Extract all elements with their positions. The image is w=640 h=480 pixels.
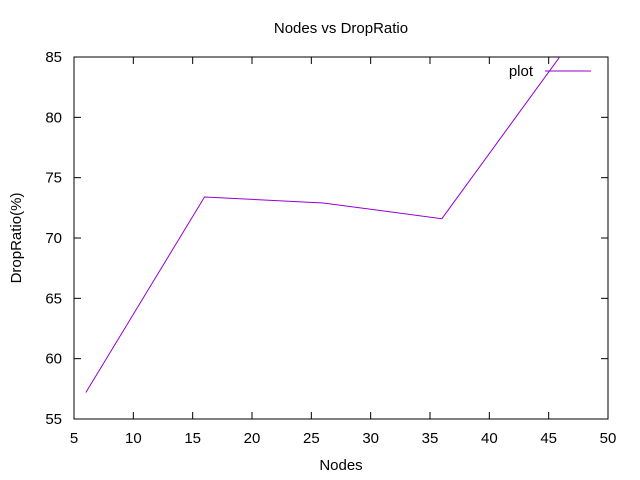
y-tick-label: 60 (45, 351, 62, 368)
y-tick-label: 80 (45, 109, 62, 126)
x-axis-label: Nodes (319, 457, 362, 474)
chart-title: Nodes vs DropRatio (274, 20, 408, 37)
y-axis-ticks: 55 60 65 70 75 80 85 (45, 49, 608, 428)
x-tick-label: 10 (125, 430, 142, 447)
legend-label: plot (509, 63, 534, 80)
series-line-plot (85, 57, 561, 393)
x-tick-label: 40 (481, 430, 498, 447)
legend: plot (509, 63, 591, 80)
x-tick-label: 20 (244, 430, 261, 447)
x-tick-label: 5 (70, 430, 78, 447)
y-tick-label: 75 (45, 170, 62, 187)
x-axis-ticks: 5 10 15 20 25 30 35 40 45 50 (70, 57, 617, 447)
x-tick-label: 15 (184, 430, 201, 447)
x-tick-label: 30 (362, 430, 379, 447)
y-tick-label: 65 (45, 290, 62, 307)
x-tick-label: 50 (600, 430, 617, 447)
y-axis-label: DropRatio(%) (8, 193, 25, 284)
x-tick-label: 45 (540, 430, 557, 447)
x-tick-label: 25 (303, 430, 320, 447)
y-tick-label: 70 (45, 230, 62, 247)
y-tick-label: 85 (45, 49, 62, 66)
plot-frame (73, 56, 609, 420)
series-layer (85, 57, 561, 393)
x-tick-label: 35 (422, 430, 439, 447)
y-tick-label: 55 (45, 411, 62, 428)
